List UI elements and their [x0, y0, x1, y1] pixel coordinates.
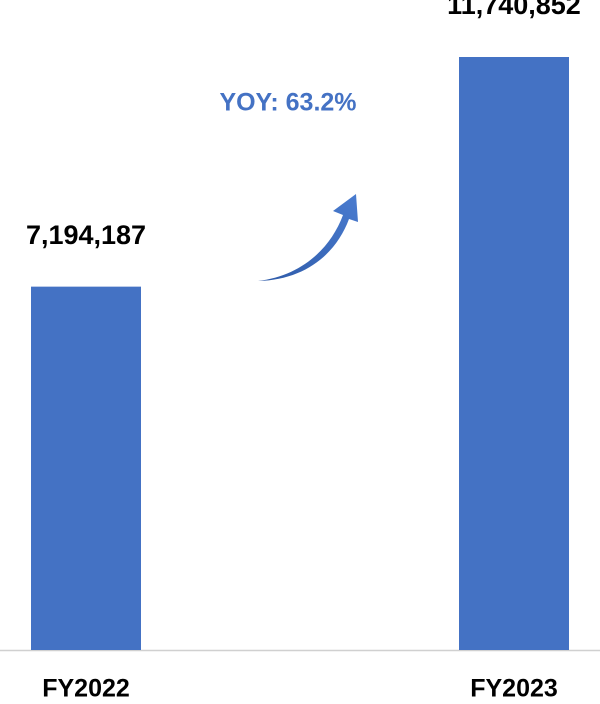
x-tick-label: FY2023	[470, 675, 558, 703]
value-label: 11,740,852	[447, 0, 581, 20]
value-label: 7,194,187	[26, 220, 146, 250]
annotation: YOY: 63.2%	[219, 89, 356, 117]
x-tick-label: FY2022	[42, 675, 130, 703]
bar	[459, 57, 569, 650]
arrow	[258, 194, 358, 281]
bar	[31, 286, 141, 650]
